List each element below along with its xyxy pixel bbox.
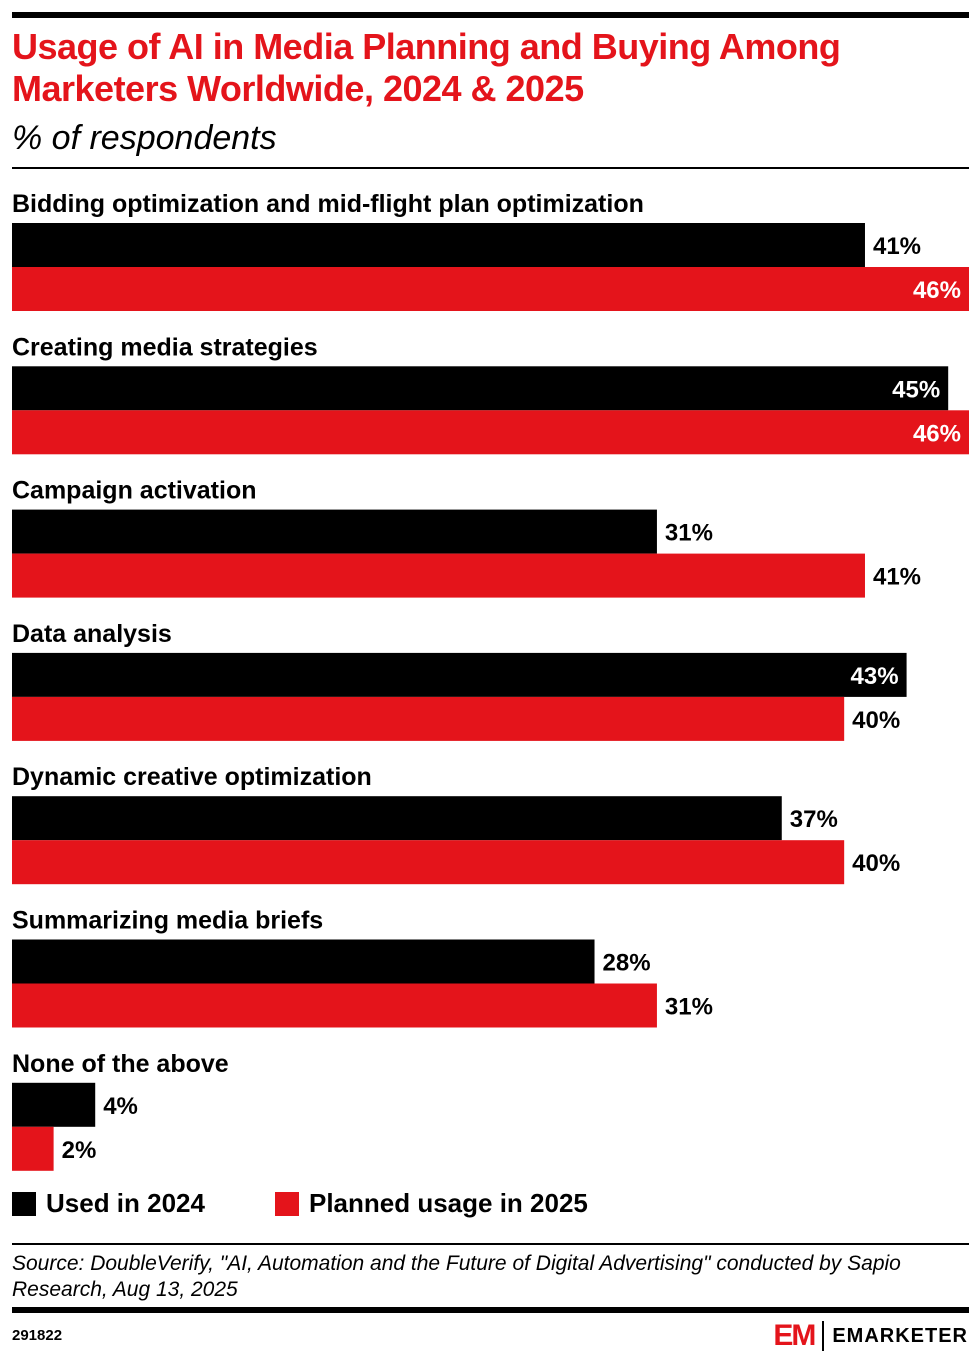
value-label-2025-campaign-activation: 41% <box>873 564 921 591</box>
category-label-bidding-optimization-and-mid-flight-plan-optimization: Bidding optimization and mid-flight plan… <box>12 190 644 218</box>
top-rule <box>12 12 969 18</box>
value-label-2025-data-analysis: 40% <box>852 707 900 734</box>
category-label-creating-media-strategies: Creating media strategies <box>12 333 318 361</box>
legend-swatch-2025 <box>274 1191 299 1216</box>
value-label-2025-none-of-the-above: 2% <box>62 1137 97 1164</box>
bottom-rule <box>12 1307 969 1313</box>
legend-item-2025: Planned usage in 2025 <box>274 1188 588 1219</box>
bar-chart: Bidding optimization and mid-flight plan… <box>12 190 969 1171</box>
brand-separator <box>822 1321 825 1351</box>
value-label-2024-creating-media-strategies: 45% <box>892 376 940 403</box>
bar-2024-bidding-optimization-and-mid-flight-plan-optimization <box>12 223 865 267</box>
source-note: Source: DoubleVerify, "AI, Automation an… <box>12 1252 901 1301</box>
value-label-2025-bidding-optimization-and-mid-flight-plan-optimization: 46% <box>913 277 961 304</box>
category-label-none-of-the-above: None of the above <box>12 1050 229 1078</box>
bar-2024-data-analysis <box>12 652 907 697</box>
category-label-campaign-activation: Campaign activation <box>12 477 257 505</box>
bar-2025-data-analysis <box>12 696 845 741</box>
category-label-dynamic-creative-optimization: Dynamic creative optimization <box>12 763 372 791</box>
legend: Used in 2024 Planned usage in 2025 <box>12 1188 658 1219</box>
bar-2024-summarizing-media-briefs <box>12 939 595 984</box>
legend-item-2024: Used in 2024 <box>12 1188 205 1219</box>
value-label-2025-dynamic-creative-optimization: 40% <box>852 850 900 877</box>
value-label-2024-data-analysis: 43% <box>851 663 899 690</box>
source-divider <box>12 1243 969 1245</box>
emarketer-logo[interactable]: EM EMARKETER <box>773 1320 968 1352</box>
value-label-2024-none-of-the-above: 4% <box>103 1093 138 1120</box>
bar-2025-creating-media-strategies <box>12 410 969 455</box>
category-label-summarizing-media-briefs: Summarizing media briefs <box>12 907 323 935</box>
brand-mark-logo: EM <box>773 1319 816 1352</box>
value-label-2024-summarizing-media-briefs: 28% <box>603 950 651 977</box>
bar-2024-creating-media-strategies <box>12 366 949 411</box>
bar-2025-bidding-optimization-and-mid-flight-plan-optimization <box>12 267 969 311</box>
title-divider <box>12 167 969 169</box>
value-label-2024-campaign-activation: 31% <box>665 520 713 547</box>
value-label-2025-creating-media-strategies: 46% <box>913 420 961 447</box>
bar-2024-none-of-the-above <box>12 1082 96 1127</box>
brand-name: EMARKETER <box>832 1324 968 1347</box>
legend-label-2025: Planned usage in 2025 <box>308 1188 588 1218</box>
value-label-2025-summarizing-media-briefs: 31% <box>665 994 713 1021</box>
bar-2024-dynamic-creative-optimization <box>12 796 782 841</box>
legend-label-2024: Used in 2024 <box>46 1188 205 1218</box>
bar-2025-campaign-activation <box>12 553 865 598</box>
legend-swatch-2024 <box>12 1191 36 1216</box>
value-label-2024-dynamic-creative-optimization: 37% <box>790 806 838 833</box>
category-label-data-analysis: Data analysis <box>12 620 172 648</box>
bar-2025-summarizing-media-briefs <box>12 983 657 1028</box>
chart-subtitle: % of respondents <box>12 119 277 157</box>
bar-2025-none-of-the-above <box>12 1126 54 1171</box>
value-label-2024-bidding-optimization-and-mid-flight-plan-optimization: 41% <box>873 233 921 260</box>
bar-2025-dynamic-creative-optimization <box>12 840 845 885</box>
chart-title: Usage of AI in Media Planning and Buying… <box>12 26 841 109</box>
bar-2024-campaign-activation <box>12 509 657 554</box>
chart-id: 291822 <box>12 1327 63 1344</box>
